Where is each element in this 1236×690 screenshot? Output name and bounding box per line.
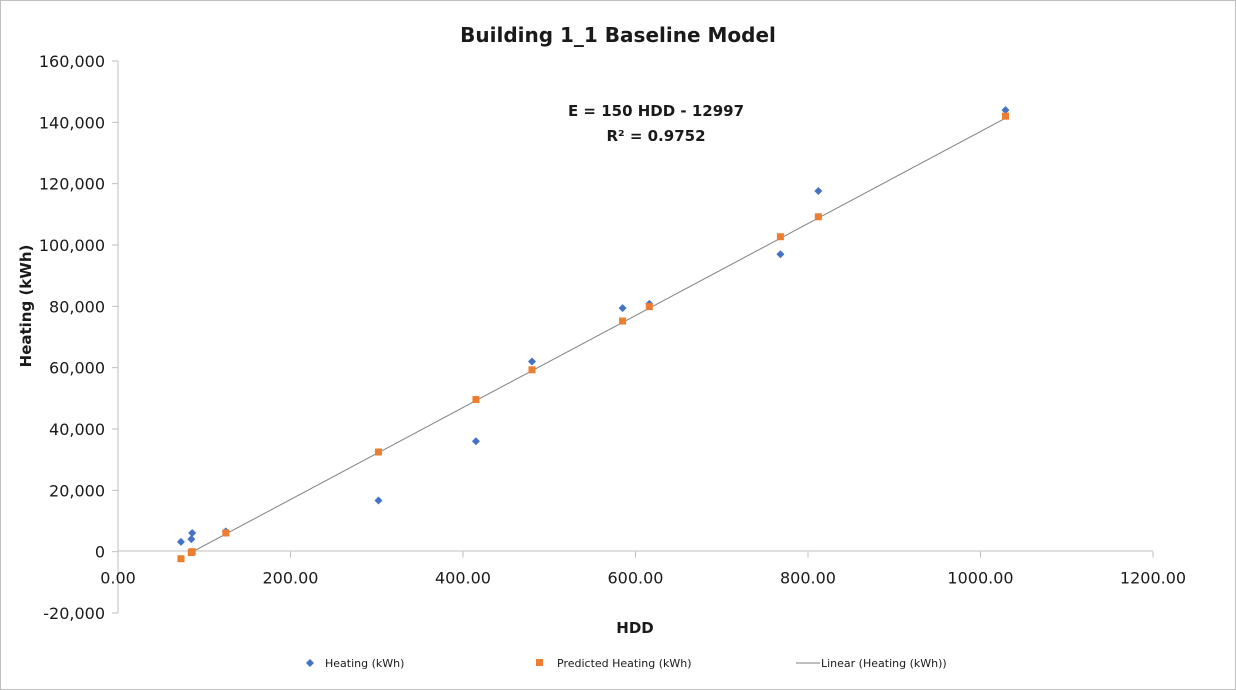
trendline — [191, 117, 1006, 553]
x-tick-label: 600.00 — [608, 569, 664, 588]
legend-square-marker — [536, 659, 543, 666]
data-point-heating — [188, 528, 197, 537]
y-axis-title: Heating (kWh) — [17, 245, 35, 368]
x-tick-label: 200.00 — [263, 569, 319, 588]
data-point-predicted — [374, 448, 382, 456]
data-point-heating — [776, 250, 785, 259]
data-point-predicted — [619, 317, 627, 325]
legend-item-predicted: Predicted Heating (kWh) — [536, 657, 692, 670]
data-point-predicted — [528, 366, 536, 374]
y-axis — [112, 60, 119, 614]
legend-label-heating: Heating (kWh) — [325, 657, 404, 670]
y-tick-label: 60,000 — [49, 359, 105, 378]
legend-label-linear: Linear (Heating (kWh)) — [821, 657, 947, 670]
y-tick-label: -20,000 — [43, 604, 105, 623]
legend-diamond-marker — [306, 659, 314, 667]
data-point-predicted — [177, 555, 185, 563]
chart-title: Building 1_1 Baseline Model — [460, 23, 776, 47]
data-point-predicted — [1002, 112, 1010, 120]
x-tick-label: 1200.00 — [1120, 569, 1186, 588]
r-squared-label: R² = 0.9752 — [606, 127, 705, 145]
series-heating — [176, 106, 1010, 546]
data-point-predicted — [645, 303, 653, 311]
trendline-layer — [191, 117, 1006, 553]
series-predicted-heating — [177, 112, 1010, 563]
y-tick-label: 140,000 — [39, 113, 105, 132]
y-tick-label: 120,000 — [39, 175, 105, 194]
data-point-heating — [528, 357, 536, 366]
data-point-heating — [374, 496, 383, 505]
y-tick-label: 80,000 — [49, 297, 105, 316]
x-axis — [117, 550, 1154, 558]
regression-equation: E = 150 HDD - 12997 — [568, 102, 744, 120]
y-tick-labels: -20,000 0 20,000 40,000 60,000 80,000 100,000 1… — [39, 52, 105, 623]
x-tick-label: 400.00 — [435, 569, 491, 588]
x-tick-label: 0.00 — [100, 569, 136, 588]
legend-item-linear: Linear (Heating (kWh)) — [796, 657, 947, 670]
legend-label-predicted: Predicted Heating (kWh) — [557, 657, 692, 670]
series-layer — [176, 106, 1010, 563]
y-tick-label: 160,000 — [39, 52, 105, 71]
data-point-predicted — [814, 213, 822, 221]
data-point-heating — [176, 537, 185, 546]
x-tick-label: 1000.00 — [947, 569, 1013, 588]
y-tick-label: 100,000 — [39, 236, 105, 255]
data-point-predicted — [188, 548, 196, 556]
y-tick-label: 40,000 — [49, 420, 105, 439]
data-point-heating — [187, 535, 196, 544]
data-point-predicted — [776, 233, 784, 241]
y-tick-label: 0 — [95, 543, 105, 562]
y-tick-label: 20,000 — [49, 481, 105, 500]
legend: Heating (kWh) Predicted Heating (kWh) Li… — [306, 657, 947, 670]
data-point-heating — [471, 437, 480, 446]
x-axis-title: HDD — [616, 619, 653, 637]
x-tick-labels: 0.00 200.00 400.00 600.00 800.00 1000.00 1200.… — [100, 569, 1186, 588]
data-point-predicted — [472, 396, 480, 404]
data-point-heating — [1001, 106, 1010, 115]
data-point-predicted — [222, 529, 230, 537]
x-tick-label: 800.00 — [780, 569, 836, 588]
data-point-heating — [618, 304, 627, 313]
data-point-heating — [814, 187, 823, 196]
legend-item-heating: Heating (kWh) — [306, 657, 404, 670]
